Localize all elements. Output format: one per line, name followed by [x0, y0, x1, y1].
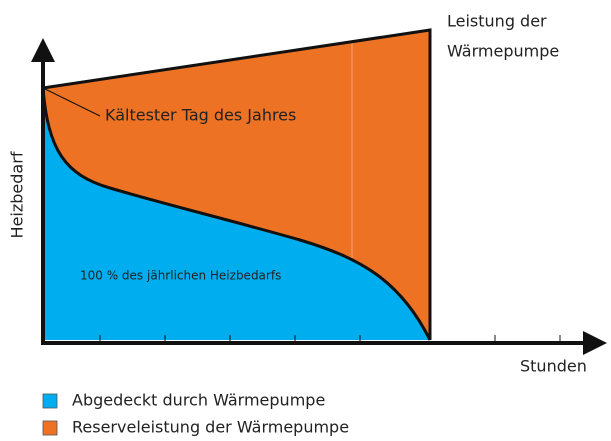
capacity-label: Wärmepumpe	[447, 42, 559, 61]
capacity-line	[42, 28, 432, 340]
capacity-label: Leistung der	[447, 12, 547, 31]
demand-curve	[41, 87, 432, 341]
area-label: 100 % des jährlichen Heizbedarfs	[80, 269, 281, 283]
covered-area	[43, 88, 430, 340]
x-arrow	[583, 331, 607, 355]
leader-line	[42, 87, 101, 117]
y-axis-label: Heizbedarf	[8, 151, 27, 238]
coldest-day-label: Kältester Tag des Jahres	[105, 106, 296, 125]
y-arrow	[31, 38, 55, 62]
legend-label: Reserveleistung der Wärmepumpe	[72, 418, 349, 437]
legend-label: Abgedeckt durch Wärmepumpe	[72, 391, 325, 410]
legend-swatch	[42, 420, 58, 436]
x-axis-label: Stunden	[520, 357, 587, 376]
legend-swatch	[42, 393, 58, 409]
